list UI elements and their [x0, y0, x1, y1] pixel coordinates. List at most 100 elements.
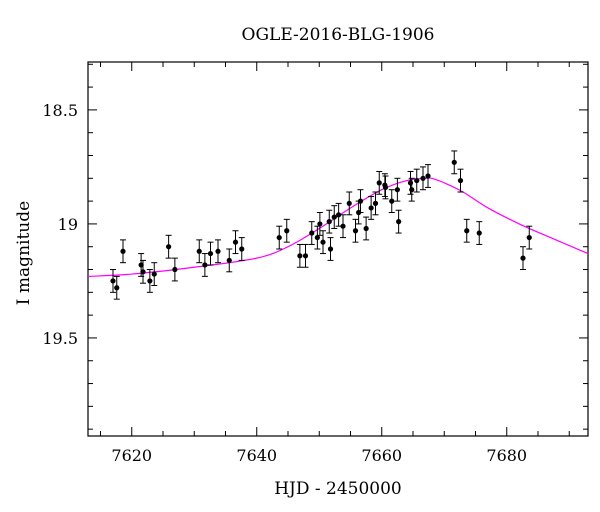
data-point-group [352, 218, 359, 243]
data-point [420, 175, 426, 181]
data-point-group [463, 218, 470, 243]
data-point-group [357, 189, 364, 214]
model-curve-group [87, 177, 589, 277]
data-point-group [372, 191, 379, 216]
data-point-group [316, 212, 323, 236]
axis-ticks-group: 7620 7640 7660 7680 18.5 19 19.5 [42, 62, 588, 465]
data-point [140, 269, 146, 275]
plot-frame-group [87, 61, 589, 437]
data-point [202, 262, 208, 268]
data-point [340, 223, 346, 229]
data-point-group [283, 218, 290, 243]
data-point [363, 225, 369, 232]
data-point [320, 239, 326, 245]
data-point [138, 262, 144, 268]
data-point [309, 230, 315, 236]
data-point [284, 228, 290, 234]
data-point-group [207, 241, 214, 266]
data-point [110, 278, 116, 284]
data-point-group [110, 269, 116, 293]
data-point-group [425, 164, 431, 188]
model-curve [87, 177, 589, 277]
data-point-group [215, 239, 221, 264]
data-point [425, 173, 431, 179]
data-point [451, 159, 457, 165]
data-point-group [363, 216, 370, 241]
data-point [226, 257, 232, 264]
data-point [172, 266, 178, 273]
data-point-group [376, 170, 383, 195]
data-point [196, 248, 202, 254]
data-point-group [302, 243, 309, 268]
data-point [314, 234, 320, 241]
data-point [376, 180, 382, 186]
data-point [396, 219, 402, 225]
data-point [114, 285, 120, 291]
data-point [464, 228, 470, 234]
data-point-group [327, 237, 334, 261]
data-point [336, 212, 342, 218]
data-point-group [382, 175, 389, 200]
data-point [166, 244, 172, 250]
data-point-group [388, 189, 395, 214]
x-tick-label: 7660 [361, 446, 402, 465]
data-point-group [451, 150, 458, 175]
data-point [357, 198, 364, 204]
x-axis-label: HJD - 2450000 [274, 479, 402, 499]
data-point [409, 187, 415, 193]
data-point-group [420, 166, 426, 191]
y-tick-label: 19.5 [42, 329, 78, 348]
data-point-group [146, 269, 153, 293]
y-tick-label: 18.5 [42, 101, 78, 120]
data-point-group [520, 246, 526, 271]
data-point [317, 221, 323, 227]
y-axis-label: I magnitude [14, 201, 34, 305]
data-point-group [526, 225, 533, 250]
data-point [151, 271, 157, 277]
data-point-group [151, 262, 158, 286]
data-point [414, 177, 420, 184]
y-tick-label: 19 [58, 215, 78, 234]
data-point-group [457, 168, 464, 193]
data-point-group [171, 257, 178, 282]
data-points-group [110, 150, 533, 300]
data-point [476, 230, 482, 236]
x-tick-label: 7640 [236, 446, 277, 465]
data-point [297, 253, 303, 259]
data-point [352, 228, 359, 234]
data-point-group [232, 230, 239, 255]
data-point [526, 234, 532, 241]
data-point-group [394, 177, 401, 202]
data-point [382, 184, 389, 191]
data-point [389, 198, 395, 204]
data-point [457, 177, 464, 184]
data-point-group [238, 237, 245, 261]
chart-title: OGLE-2016-BLG-1906 [242, 25, 435, 45]
data-point-group [140, 259, 146, 284]
data-point [331, 214, 337, 220]
data-point-group [395, 209, 402, 234]
data-point-group [331, 205, 338, 229]
data-point-group [308, 221, 315, 245]
data-point [372, 200, 379, 206]
data-point-group [368, 196, 375, 220]
data-point-group [165, 234, 172, 259]
x-tick-label: 7680 [486, 446, 527, 465]
data-point-group [413, 168, 420, 193]
data-point-group [408, 177, 415, 202]
data-point-group [320, 230, 326, 255]
data-point [346, 200, 352, 206]
data-point-group [296, 243, 303, 268]
data-point [276, 234, 282, 241]
data-point [239, 246, 245, 252]
data-point-group [201, 253, 208, 277]
data-point-group [346, 191, 353, 216]
data-point-group [340, 214, 346, 239]
data-point [326, 219, 332, 225]
data-point [120, 248, 126, 254]
x-tick-label: 7620 [111, 446, 152, 465]
data-point [368, 205, 374, 211]
data-point [407, 180, 414, 186]
data-point-group [226, 248, 233, 273]
data-point-group [276, 225, 283, 250]
